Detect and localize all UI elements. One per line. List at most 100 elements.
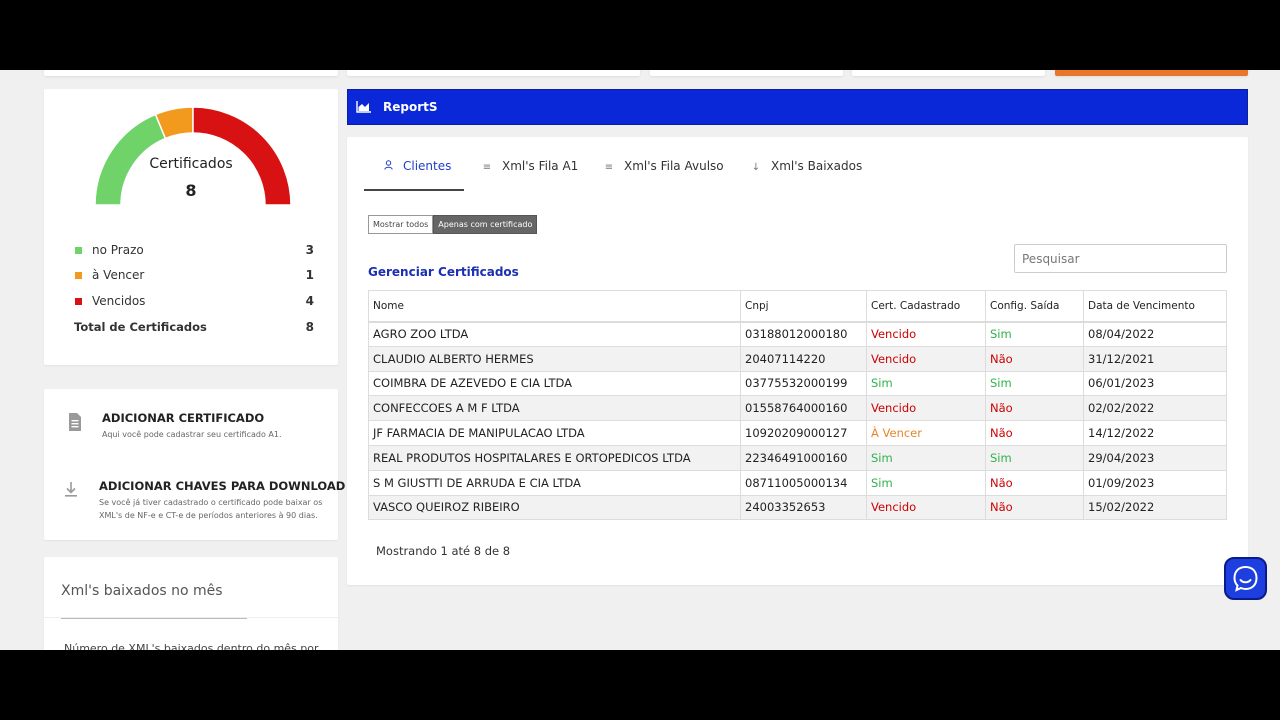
legend-total: Total de Certificados 8 bbox=[74, 318, 314, 338]
cell-config-output: Sim bbox=[985, 370, 1084, 397]
table-row[interactable]: REAL PRODUTOS HOSPITALARES E ORTOPEDICOS… bbox=[368, 444, 1227, 471]
tab-xml-fila-a1[interactable]: ≡ Xml's Fila A1 bbox=[480, 159, 579, 173]
add-certificate-action[interactable]: ADICIONAR CERTIFICADO Aqui você pode cad… bbox=[64, 411, 334, 441]
tab-clientes[interactable]: Clientes bbox=[381, 159, 451, 173]
download-icon bbox=[65, 482, 77, 497]
column-header-cnpj[interactable]: Cnpj bbox=[740, 290, 867, 323]
manage-certificates-title: Gerenciar Certificados bbox=[368, 265, 519, 279]
chat-icon bbox=[1233, 565, 1258, 592]
gauge-total: 8 bbox=[185, 181, 197, 200]
table-row[interactable]: CLAUDIO ALBERTO HERMES 20407114220 Vencido… bbox=[368, 345, 1227, 372]
cell-config-output: Sim bbox=[985, 444, 1084, 471]
cell-cnpj: 03188012000180 bbox=[740, 321, 867, 347]
column-header-vencimento[interactable]: Data de Vencimento bbox=[1083, 290, 1227, 323]
column-header-cert[interactable]: Cert. Cadastrado bbox=[866, 290, 986, 323]
legend-value: 3 bbox=[305, 243, 314, 257]
cell-expiry-date: 08/04/2022 bbox=[1083, 321, 1227, 347]
document-icon bbox=[69, 413, 81, 431]
list-icon: ≡ bbox=[604, 162, 614, 173]
search-input[interactable] bbox=[1014, 244, 1227, 273]
cell-cert-status: Vencido bbox=[866, 345, 986, 372]
cell-name: CLAUDIO ALBERTO HERMES bbox=[368, 345, 741, 372]
cell-name: AGRO ZOO LTDA bbox=[368, 321, 741, 347]
tab-xml-fila-avulso[interactable]: ≡ Xml's Fila Avulso bbox=[602, 159, 724, 173]
cell-cert-status: Vencido bbox=[866, 395, 986, 422]
certificate-filter-toggle: Mostrar todos Apenas com certificado bbox=[368, 215, 538, 234]
arrow-down-icon: ↓ bbox=[751, 162, 761, 173]
xml-downloaded-card: Xml's baixados no mês Número de XML's ba… bbox=[44, 557, 338, 650]
cell-name: COIMBRA DE AZEVEDO E CIA LTDA bbox=[368, 370, 741, 397]
tab-label: Clientes bbox=[403, 159, 452, 173]
table-row[interactable]: CONFECCOES A M F LTDA 01558764000160 Venci… bbox=[368, 395, 1227, 422]
legend-expired: Vencidos 4 bbox=[74, 292, 314, 312]
cell-config-output: Sim bbox=[985, 321, 1084, 347]
legend-value: 1 bbox=[305, 268, 314, 282]
top-card-3 bbox=[650, 70, 843, 76]
cell-config-output: Não bbox=[985, 420, 1084, 446]
cell-cert-status: Sim bbox=[866, 444, 986, 471]
cell-cnpj: 01558764000160 bbox=[740, 395, 867, 422]
reports-main-card: Clientes ≡ Xml's Fila A1 ≡ Xml's Fila Avul… bbox=[347, 137, 1248, 585]
tab-label: Xml's Fila A1 bbox=[502, 159, 579, 173]
cell-expiry-date: 06/01/2023 bbox=[1083, 370, 1227, 397]
cell-expiry-date: 29/04/2023 bbox=[1083, 444, 1227, 471]
legend-label: à Vencer bbox=[92, 268, 145, 282]
dashboard-viewport: Certificados 8 no Prazo 3 à Vencer 1 Ven… bbox=[0, 70, 1280, 650]
legend-value: 4 bbox=[305, 294, 314, 308]
certificates-table: Nome Cnpj Cert. Cadastrado Config. Saída… bbox=[368, 290, 1227, 521]
legend-label: no Prazo bbox=[92, 243, 144, 257]
cell-expiry-date: 31/12/2021 bbox=[1083, 345, 1227, 372]
legend-color-square bbox=[75, 298, 82, 305]
column-header-nome[interactable]: Nome bbox=[368, 290, 741, 323]
video-letterbox-bottom bbox=[0, 650, 1280, 720]
column-header-config[interactable]: Config. Saída bbox=[985, 290, 1084, 323]
cell-name: REAL PRODUTOS HOSPITALARES E ORTOPEDICOS… bbox=[368, 444, 741, 471]
video-letterbox-top bbox=[0, 0, 1280, 70]
cell-config-output: Não bbox=[985, 395, 1084, 422]
show-all-button[interactable]: Mostrar todos bbox=[368, 215, 434, 234]
tab-label: Xml's Fila Avulso bbox=[624, 159, 724, 173]
cell-config-output: Não bbox=[985, 469, 1084, 496]
table-row[interactable]: VASCO QUEIROZ RIBEIRO 24003352653 Vencido N… bbox=[368, 494, 1227, 521]
cell-cert-status: Vencido bbox=[866, 494, 986, 521]
top-card-4 bbox=[852, 70, 1045, 76]
table-header-row: Nome Cnpj Cert. Cadastrado Config. Saída… bbox=[368, 290, 1227, 323]
legend-total-value: 8 bbox=[305, 320, 314, 334]
divider bbox=[44, 617, 338, 618]
reports-header-bar: ReportS bbox=[347, 89, 1248, 125]
certificates-gauge bbox=[94, 106, 292, 206]
pagination-info: Mostrando 1 até 8 de 8 bbox=[376, 544, 511, 558]
add-keys-description: Se você já tiver cadastrado o certificad… bbox=[99, 498, 323, 520]
legend-on-time: no Prazo 3 bbox=[74, 241, 314, 261]
table-row[interactable]: JF FARMACIA DE MANIPULACAO LTDA 109202090… bbox=[368, 420, 1227, 446]
table-row[interactable]: S M GIUSTTI DE ARRUDA E CIA LTDA 08711005… bbox=[368, 469, 1227, 496]
cell-config-output: Não bbox=[985, 494, 1084, 521]
table-row[interactable]: AGRO ZOO LTDA 03188012000180 Vencido Sim 08/… bbox=[368, 321, 1227, 347]
cell-name: CONFECCOES A M F LTDA bbox=[368, 395, 741, 422]
cell-cert-status: Sim bbox=[866, 370, 986, 397]
table-row[interactable]: COIMBRA DE AZEVEDO E CIA LTDA 03775532000… bbox=[368, 370, 1227, 397]
cell-expiry-date: 15/02/2022 bbox=[1083, 494, 1227, 521]
top-card-2 bbox=[347, 70, 640, 76]
legend-to-expire: à Vencer 1 bbox=[74, 266, 314, 286]
cell-cnpj: 10920209000127 bbox=[740, 420, 867, 446]
legend-color-square bbox=[75, 247, 82, 254]
reports-title: ReportS bbox=[383, 100, 438, 114]
cell-name: S M GIUSTTI DE ARRUDA E CIA LTDA bbox=[368, 469, 741, 496]
add-keys-action[interactable]: ADICIONAR CHAVES PARA DOWNLOAD Se você j… bbox=[61, 479, 345, 521]
add-certificate-description: Aqui você pode cadastrar seu certificado… bbox=[102, 430, 282, 439]
cell-cert-status: Sim bbox=[866, 469, 986, 496]
list-icon: ≡ bbox=[482, 162, 492, 173]
cell-expiry-date: 14/12/2022 bbox=[1083, 420, 1227, 446]
cell-cert-status: Vencido bbox=[866, 321, 986, 347]
tab-xml-baixados[interactable]: ↓ Xml's Baixados bbox=[749, 159, 862, 173]
actions-card: ADICIONAR CERTIFICADO Aqui você pode cad… bbox=[44, 389, 345, 540]
chat-button[interactable] bbox=[1224, 557, 1267, 600]
add-certificate-title: ADICIONAR CERTIFICADO bbox=[102, 411, 265, 425]
xml-card-title: Xml's baixados no mês bbox=[61, 583, 223, 599]
only-with-certificate-button[interactable]: Apenas com certificado bbox=[433, 215, 538, 234]
tab-label: Xml's Baixados bbox=[771, 159, 863, 173]
cell-name: VASCO QUEIROZ RIBEIRO bbox=[368, 494, 741, 521]
top-card-5 bbox=[1055, 70, 1248, 76]
certificates-summary-card: Certificados 8 no Prazo 3 à Vencer 1 Ven… bbox=[44, 89, 338, 365]
